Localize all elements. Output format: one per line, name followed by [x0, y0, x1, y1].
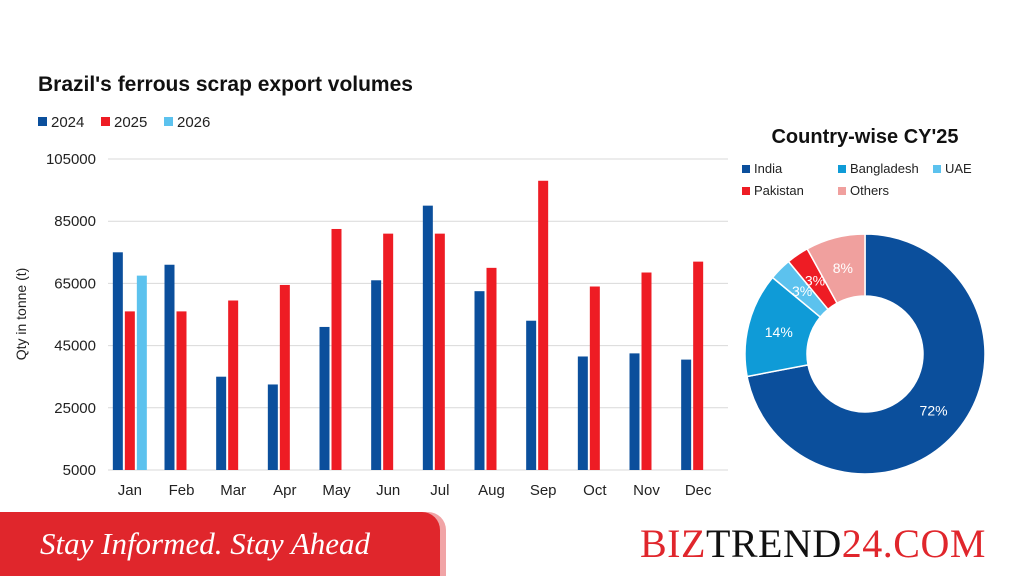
slice-label-uae: 3% — [792, 283, 812, 299]
x-tick-label: Feb — [169, 482, 195, 499]
slice-label-bangladesh: 14% — [765, 324, 793, 340]
bar-2024-Mar — [216, 376, 227, 470]
legend-label-uae: UAE — [945, 161, 972, 176]
bar-2025-Jun — [383, 233, 394, 470]
bar-2024-Jan — [112, 252, 123, 470]
legend-swatch-uae — [933, 165, 941, 173]
bar-2025-Mar — [228, 300, 239, 470]
y-grid: 5000 25000 45000 65000 85000 105000 — [46, 151, 728, 479]
bar-2025-Aug — [486, 267, 497, 470]
y-tick-label: 105000 — [46, 151, 96, 168]
bar-chart: Brazil's ferrous scrap export volumes 20… — [13, 73, 728, 499]
slice-others — [806, 233, 866, 305]
x-tick-label: May — [322, 482, 351, 499]
legend-swatch-2024 — [38, 117, 47, 126]
x-tick-label: Aug — [478, 482, 505, 499]
donut-slices — [744, 233, 986, 475]
donut-chart: Country-wise CY'25 India Bangladesh UAE Pak… — [742, 126, 986, 475]
bar-2024-May — [319, 326, 330, 470]
slice-india — [746, 233, 986, 475]
donut-chart-legend: India Bangladesh UAE Pakistan Others — [742, 161, 972, 198]
bar-2024-Apr — [267, 384, 278, 470]
legend-label-2024: 2024 — [51, 114, 84, 131]
brand-part-suffix: 24.COM — [841, 521, 986, 566]
y-tick-label: 5000 — [63, 462, 96, 479]
bar-2024-Aug — [474, 291, 485, 470]
bar-2024-Dec — [681, 359, 692, 470]
legend-label-bangladesh: Bangladesh — [850, 161, 919, 176]
x-tick-label: Mar — [220, 482, 246, 499]
x-tick-label: Apr — [273, 482, 296, 499]
y-tick-label: 25000 — [54, 400, 96, 417]
bar-2025-Feb — [176, 311, 187, 470]
y-axis-label: Qty in tonne (t) — [13, 268, 29, 361]
y-tick-label: 65000 — [54, 275, 96, 292]
tagline: Stay Informed. Stay Ahead — [40, 526, 371, 561]
bar-chart-title: Brazil's ferrous scrap export volumes — [38, 73, 413, 96]
bar-2025-Dec — [693, 261, 704, 470]
x-tick-label: Oct — [583, 482, 607, 499]
bar-2024-Jun — [371, 280, 382, 470]
bars — [112, 180, 704, 470]
bar-2025-Nov — [641, 272, 652, 470]
bar-2024-Sep — [526, 320, 537, 470]
donut-labels: 72% 14% 3%3% 8% — [765, 260, 948, 419]
y-tick-label: 85000 — [54, 213, 96, 230]
x-tick-label: Jan — [118, 482, 142, 499]
x-tick-label: Sep — [530, 482, 557, 499]
bar-2024-Jul — [422, 205, 433, 470]
legend-swatch-2025 — [101, 117, 110, 126]
slice-label-india: 72% — [920, 403, 948, 419]
legend-label-others: Others — [850, 183, 890, 198]
legend-swatch-2026 — [164, 117, 173, 126]
tagline-banner: Stay Informed. Stay Ahead — [0, 512, 440, 576]
legend-swatch-pakistan — [742, 187, 750, 195]
bar-2024-Nov — [629, 353, 640, 470]
bar-2026-Jan — [136, 275, 147, 470]
bar-2025-Jul — [434, 233, 445, 470]
x-tick-label: Nov — [633, 482, 660, 499]
legend-label-2026: 2026 — [177, 114, 210, 131]
x-tick-label: Jul — [430, 482, 449, 499]
legend-label-pakistan: Pakistan — [754, 183, 804, 198]
footer: Stay Informed. Stay Ahead BIZTREND24.COM — [0, 512, 1024, 576]
bar-2024-Oct — [577, 356, 588, 470]
bar-2025-Apr — [279, 284, 290, 470]
bar-2025-Sep — [538, 180, 549, 470]
donut-chart-title: Country-wise CY'25 — [771, 126, 958, 148]
brand-logo[interactable]: BIZTREND24.COM — [640, 516, 986, 572]
legend-label-india: India — [754, 161, 783, 176]
slice-label-pakistan: 3% — [805, 272, 825, 288]
legend-swatch-bangladesh — [838, 165, 846, 173]
slice-label-others: 8% — [833, 260, 853, 276]
bar-2025-May — [331, 228, 342, 470]
x-axis-ticks: Jan Feb Mar Apr May Jun Jul Aug Sep Oct Nov Dec — [118, 482, 712, 499]
bar-2025-Oct — [589, 286, 600, 470]
bar-2025-Jan — [124, 311, 135, 470]
legend-swatch-india — [742, 165, 750, 173]
brand-part-trend: TREND — [705, 521, 842, 566]
bar-chart-legend: 2024 2025 2026 — [38, 114, 210, 131]
bar-2024-Feb — [164, 264, 175, 470]
x-tick-label: Dec — [685, 482, 712, 499]
legend-swatch-others — [838, 187, 846, 195]
y-tick-label: 45000 — [54, 338, 96, 355]
x-tick-label: Jun — [376, 482, 400, 499]
legend-label-2025: 2025 — [114, 114, 147, 131]
brand-part-biz: BIZ — [640, 521, 706, 566]
